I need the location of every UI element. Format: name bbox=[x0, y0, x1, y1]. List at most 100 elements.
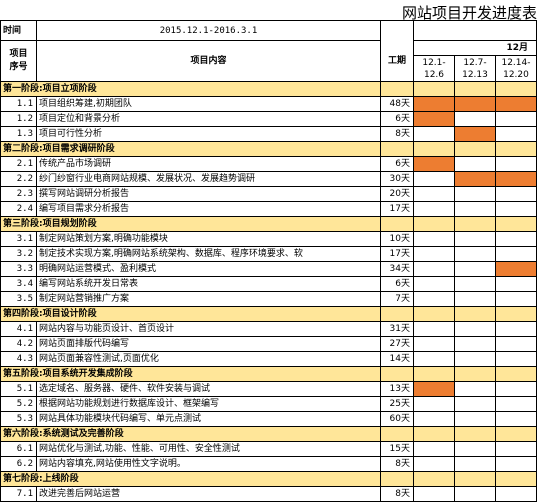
gantt-empty-cell bbox=[413, 396, 455, 412]
gantt-empty-cell bbox=[413, 276, 455, 292]
task-row: 4.3 网站页面兼容性测试,页面优化 14天 bbox=[0, 351, 537, 367]
task-row: 2.1 传统产品市场调研 6天 bbox=[0, 156, 537, 172]
task-duration: 31天 bbox=[380, 321, 414, 337]
gantt-empty-cell bbox=[495, 486, 537, 502]
gantt-empty-cell bbox=[495, 321, 537, 337]
gantt-empty-cell bbox=[495, 291, 537, 307]
phase-gantt-cell bbox=[413, 81, 455, 97]
task-duration: 7天 bbox=[380, 291, 414, 307]
task-name: 网站具体功能模块代码编写、单元点测试 bbox=[36, 411, 381, 427]
phase-gantt-cell bbox=[454, 471, 496, 487]
task-row: 4.2 网站页面排版代码编写 27天 bbox=[0, 336, 537, 352]
task-name: 制定网站营销推广方案 bbox=[36, 291, 381, 307]
task-duration: 20天 bbox=[380, 186, 414, 202]
phase-gantt-cell bbox=[454, 366, 496, 382]
task-row: 3.3 明确网站运营模式、盈利模式 34天 bbox=[0, 261, 537, 277]
task-row: 3.4 编写网站系统开发日常表 6天 bbox=[0, 276, 537, 292]
gantt-empty-cell bbox=[413, 411, 455, 427]
hours-header: 工期 bbox=[380, 40, 414, 82]
phase-gantt-cell bbox=[413, 426, 455, 442]
task-name: 编写项目需求分析报告 bbox=[36, 201, 381, 217]
task-number: 2.2 bbox=[0, 171, 37, 187]
blank-cell bbox=[413, 20, 455, 41]
week-1-end: 12.6 bbox=[423, 69, 445, 80]
gantt-bar-cell bbox=[454, 171, 496, 187]
task-number: 6.1 bbox=[0, 441, 37, 457]
task-row: 1.2 项目定位和背景分析 6天 bbox=[0, 111, 537, 127]
gantt-empty-cell bbox=[454, 246, 496, 262]
gantt-empty-cell bbox=[413, 456, 455, 472]
phase-hours-cell bbox=[380, 426, 414, 442]
gantt-empty-cell bbox=[454, 201, 496, 217]
phase-row: 第五阶段:项目系统开发集成阶段 bbox=[0, 366, 537, 382]
gantt-empty-cell bbox=[413, 126, 455, 142]
gantt-empty-cell bbox=[454, 441, 496, 457]
week-1-header: 12.1- 12.6 bbox=[413, 55, 455, 82]
task-number: 3.4 bbox=[0, 276, 37, 292]
phase-row: 第六阶段:系统测试及完善阶段 bbox=[0, 426, 537, 442]
task-number: 1.1 bbox=[0, 96, 37, 112]
gantt-empty-cell bbox=[495, 231, 537, 247]
gantt-empty-cell bbox=[413, 261, 455, 277]
task-duration: 60天 bbox=[380, 411, 414, 427]
task-number: 4.3 bbox=[0, 351, 37, 367]
seq-header-line2: 序号 bbox=[9, 62, 28, 72]
gantt-empty-cell bbox=[454, 336, 496, 352]
task-duration: 15天 bbox=[380, 441, 414, 457]
phase-label: 第一阶段:项目立项阶段 bbox=[0, 81, 381, 97]
task-row: 5.2 根据网站功能规划进行数据库设计、框架编写 25天 bbox=[0, 396, 537, 412]
task-number: 3.2 bbox=[0, 246, 37, 262]
phase-row: 第四阶段:项目设计阶段 bbox=[0, 306, 537, 322]
gantt-empty-cell bbox=[413, 441, 455, 457]
task-duration: 30天 bbox=[380, 171, 414, 187]
task-name: 网站页面排版代码编写 bbox=[36, 336, 381, 352]
week-3-header: 12.14- 12.20 bbox=[495, 55, 537, 82]
task-number: 5.1 bbox=[0, 381, 37, 397]
period-range: 2015.12.1-2016.3.1 bbox=[36, 20, 381, 41]
gantt-empty-cell bbox=[413, 351, 455, 367]
gantt-empty-cell bbox=[454, 186, 496, 202]
gantt-empty-cell bbox=[495, 411, 537, 427]
task-duration: 10天 bbox=[380, 231, 414, 247]
week-1-start: 12.1- bbox=[422, 57, 446, 68]
gantt-empty-cell bbox=[454, 381, 496, 397]
phase-gantt-cell bbox=[413, 306, 455, 322]
gantt-empty-cell bbox=[413, 201, 455, 217]
task-row: 4.1 网站内容与功能页设计、首页设计 31天 bbox=[0, 321, 537, 337]
gantt-empty-cell bbox=[495, 441, 537, 457]
phase-label: 第四阶段:项目设计阶段 bbox=[0, 306, 381, 322]
time-label: 时间 bbox=[0, 20, 37, 41]
task-number: 5.3 bbox=[0, 411, 37, 427]
gantt-empty-cell bbox=[495, 351, 537, 367]
gantt-empty-cell bbox=[495, 276, 537, 292]
gantt-bar-cell bbox=[454, 126, 496, 142]
phase-gantt-cell bbox=[495, 366, 537, 382]
gantt-empty-cell bbox=[413, 231, 455, 247]
phase-gantt-cell bbox=[454, 306, 496, 322]
task-duration: 6天 bbox=[380, 156, 414, 172]
gantt-bar-cell bbox=[495, 261, 537, 277]
gantt-empty-cell bbox=[454, 231, 496, 247]
gantt-bar-cell bbox=[495, 171, 537, 187]
task-row: 2.2 纱门纱窗行业电商网站规模、发展状况、发展趋势调研 30天 bbox=[0, 171, 537, 187]
gantt-empty-cell bbox=[454, 321, 496, 337]
seq-header-line1: 项目 bbox=[9, 49, 28, 59]
gantt-empty-cell bbox=[495, 186, 537, 202]
phase-gantt-cell bbox=[495, 471, 537, 487]
task-row: 7.1 改进完善后网站运营 8天 bbox=[0, 486, 537, 502]
schedule-table: 时间 2015.12.1-2016.3.1 项目 序号 项目内容 工期 12月 … bbox=[0, 20, 537, 502]
task-duration: 6天 bbox=[380, 111, 414, 127]
phase-row: 第二阶段:项目需求调研阶段 bbox=[0, 141, 537, 157]
phase-gantt-cell bbox=[495, 306, 537, 322]
gantt-bar-cell bbox=[413, 156, 455, 172]
task-name: 选定域名、服务器、硬件、软件安装与调试 bbox=[36, 381, 381, 397]
task-duration: 48天 bbox=[380, 96, 414, 112]
phase-label: 第三阶段:项目规划阶段 bbox=[0, 216, 381, 232]
phase-gantt-cell bbox=[413, 141, 455, 157]
task-number: 4.1 bbox=[0, 321, 37, 337]
gantt-empty-cell bbox=[495, 336, 537, 352]
task-duration: 8天 bbox=[380, 486, 414, 502]
task-name: 项目定位和背景分析 bbox=[36, 111, 381, 127]
phase-hours-cell bbox=[380, 81, 414, 97]
gantt-empty-cell bbox=[454, 111, 496, 127]
